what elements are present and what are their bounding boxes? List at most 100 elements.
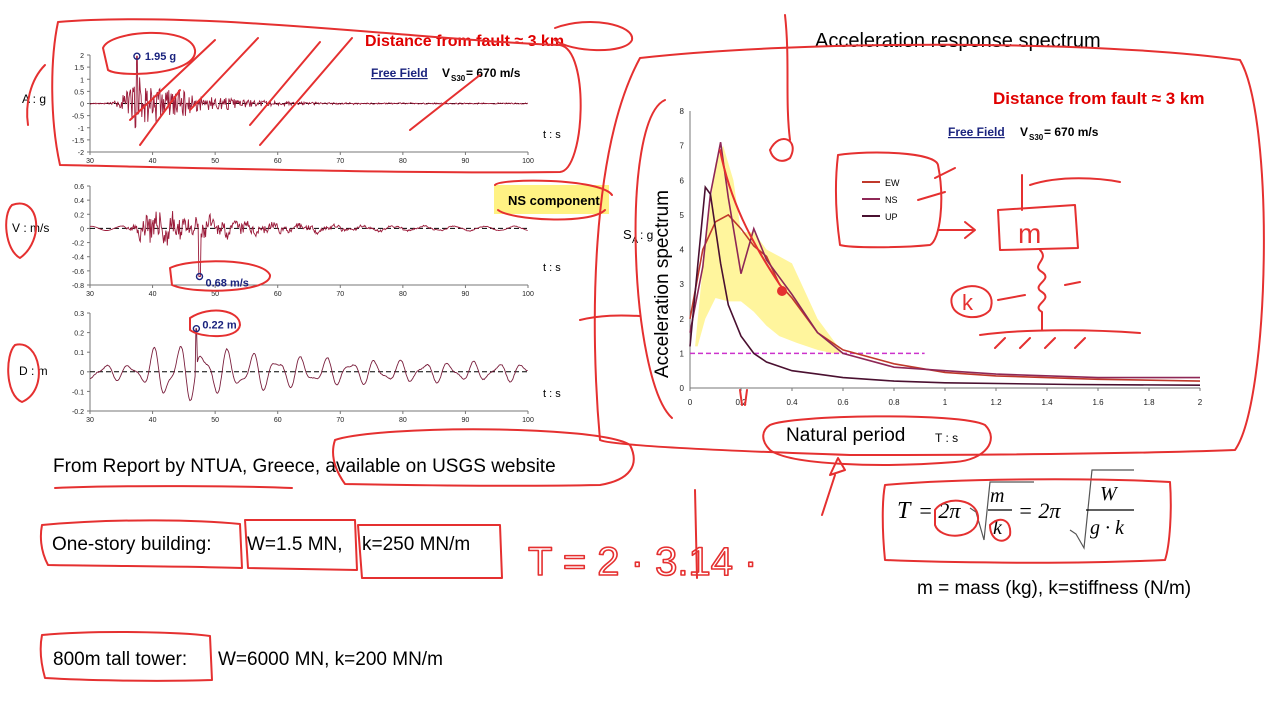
x-axis-unit: T : s — [935, 431, 958, 445]
ink-circle-3km — [554, 21, 634, 52]
x-tick-label: 40 — [149, 417, 157, 424]
ink-circle-peak-d — [189, 309, 241, 338]
ink-circle-v-label — [5, 202, 38, 259]
tower-values: W=6000 MN, k=200 MN/m — [218, 649, 443, 670]
y-tick-label: 0.3 — [74, 311, 84, 318]
ink-dot — [777, 286, 787, 296]
x-tick-label: 0.6 — [837, 398, 849, 407]
ink-k-letter: k — [962, 290, 974, 315]
x-tick-label: 80 — [399, 291, 407, 298]
ink-strokes-a — [129, 37, 481, 146]
ink-bracket-a — [26, 64, 46, 126]
vs30-sub: S30 — [451, 74, 466, 83]
ink-hand-sqrt — [694, 489, 698, 579]
ink-hand-equation: T = 2 · 3.14 · — [528, 540, 757, 584]
x-axis-label: t : s — [543, 388, 561, 400]
y-tick-label: 3 — [680, 280, 685, 289]
ink-boxes-building — [39, 519, 503, 579]
series-line-up — [689, 185, 1201, 386]
mass-stiffness-note: m = mass (kg), k=stiffness (N/m) — [917, 578, 1191, 599]
formula-k: k — [993, 517, 1003, 539]
ink-box-formula — [881, 478, 1172, 564]
formula-gk: g · k — [1090, 517, 1125, 539]
y-tick-label: 2 — [680, 315, 685, 324]
x-tick-label: 60 — [274, 291, 282, 298]
period-formula: T = 2π m k = 2π W g · k — [897, 469, 1134, 550]
x-tick-label: 70 — [336, 158, 344, 165]
ink-spectrum-marks — [719, 149, 781, 406]
vs30-value-2: = 670 m/s — [1044, 125, 1099, 139]
peak-marker — [192, 324, 201, 333]
x-tick-label: 50 — [211, 158, 219, 165]
y-tick-label: -0.2 — [72, 241, 84, 248]
peak-annotation: 0.22 m — [202, 320, 236, 332]
y-tick-label: 0.2 — [74, 212, 84, 219]
y-tick-label: 1.5 — [74, 65, 84, 72]
ink-circles-formula — [934, 499, 1012, 542]
x-tick-label: 70 — [336, 417, 344, 424]
x-tick-label: 1.2 — [990, 398, 1002, 407]
spectrum-title: Acceleration response spectrum — [815, 30, 1101, 52]
y-tick-label: -2 — [78, 150, 84, 157]
signal-line — [89, 55, 529, 129]
one-story-label: One-story building: — [52, 534, 211, 555]
legend-label-up: UP — [885, 212, 898, 222]
x-tick-label: 90 — [462, 158, 470, 165]
y-tick-label: 0.1 — [74, 350, 84, 357]
x-tick-label: 0 — [688, 398, 693, 407]
x-tick-label: 1.8 — [1143, 398, 1155, 407]
ns-highlight — [494, 185, 609, 214]
x-tick-label: 1.4 — [1041, 398, 1053, 407]
x-tick-label: 0.4 — [786, 398, 798, 407]
one-story-stiffness: k=250 MN/m — [362, 534, 470, 555]
x-tick-label: 80 — [399, 158, 407, 165]
ink-circle-natural-period — [762, 415, 992, 466]
velocity-chart: 0.6 0.4 0.2 0 -0.2 -0.4 -0.6 -0.830 40 50 60 70 80 90… — [12, 184, 561, 298]
formula-m: m — [990, 485, 1004, 507]
ink-ground — [979, 329, 1141, 349]
peak-marker — [133, 52, 141, 60]
ink-arrow-spectrum-top — [769, 14, 794, 162]
y-tick-label: 0 — [80, 102, 84, 109]
x-tick-label: 70 — [336, 291, 344, 298]
x-tick-label: 30 — [86, 158, 94, 165]
x-tick-label: 100 — [522, 291, 534, 298]
displacement-chart: 0.3 0.2 0.1 0 -0.1 -0.230 40 50 60 70 80 90 100 0.22 … — [19, 311, 561, 424]
free-field-text-2: Free Field — [948, 125, 1005, 139]
distance-label-top: Distance from fault ≈ 3 km — [365, 33, 564, 50]
y-tick-label: -0.4 — [72, 255, 84, 262]
ink-circle-d-label — [7, 343, 40, 403]
x-tick-label: 50 — [211, 291, 219, 298]
ink-arrow-period — [821, 457, 846, 516]
y-tick-label: 6 — [680, 176, 685, 185]
y-tick-label: 0 — [680, 384, 685, 393]
y-tick-label: 5 — [680, 211, 685, 220]
tower-label: 800m tall tower: — [53, 649, 187, 670]
signal-line — [89, 328, 528, 402]
x-axis-label: Natural period — [786, 425, 905, 446]
x-tick-label: 30 — [86, 291, 94, 298]
ink-circle-peak-a — [102, 31, 197, 75]
x-tick-label: 40 — [149, 158, 157, 165]
ink-spring — [1037, 249, 1047, 331]
ink-box-tower — [39, 631, 213, 682]
y-axis-label: V : m/s — [12, 221, 49, 235]
ink-ns-marks — [494, 179, 613, 221]
peak-annotation: 1.95 g — [145, 51, 176, 63]
y-tick-label: 1 — [80, 77, 84, 84]
ink-bracket-spectrum — [634, 99, 673, 419]
x-tick-label: 80 — [399, 417, 407, 424]
x-tick-label: 60 — [274, 158, 282, 165]
peak-annotation: 0.68 m/s — [206, 278, 249, 290]
x-axis-label: t : s — [543, 262, 561, 274]
ink-underline-source — [54, 428, 635, 489]
ink-mass-box — [997, 204, 1079, 251]
y-tick-label: 0 — [80, 226, 84, 233]
peak-marker — [195, 272, 204, 281]
y-axis-unit: : g — [640, 228, 653, 242]
y-tick-label: -0.8 — [72, 283, 84, 290]
x-tick-label: 90 — [462, 291, 470, 298]
ink-box-acceleration — [51, 18, 582, 174]
